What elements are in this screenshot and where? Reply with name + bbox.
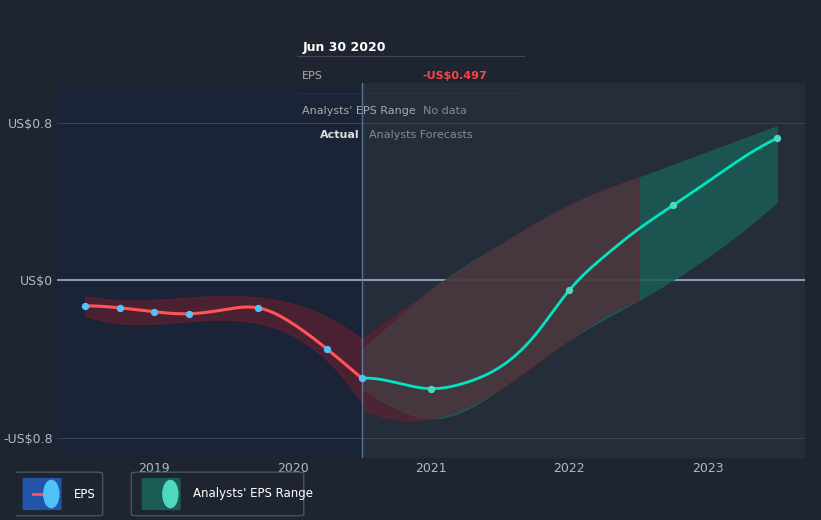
FancyBboxPatch shape xyxy=(141,478,181,510)
Point xyxy=(182,309,195,318)
Text: Analysts Forecasts: Analysts Forecasts xyxy=(369,131,472,140)
Text: Actual: Actual xyxy=(319,131,359,140)
FancyBboxPatch shape xyxy=(23,478,62,510)
Point xyxy=(770,134,783,142)
Text: Analysts' EPS Range: Analysts' EPS Range xyxy=(302,106,416,115)
Point xyxy=(251,304,264,312)
Text: EPS: EPS xyxy=(302,71,323,81)
FancyBboxPatch shape xyxy=(131,472,304,516)
Point xyxy=(355,374,369,382)
Point xyxy=(321,345,334,354)
FancyBboxPatch shape xyxy=(12,472,103,516)
Text: EPS: EPS xyxy=(74,488,95,500)
Point xyxy=(667,201,680,210)
Point xyxy=(148,308,161,316)
Point xyxy=(113,304,126,312)
Point xyxy=(424,384,438,393)
Text: No data: No data xyxy=(423,106,466,115)
Point xyxy=(563,286,576,294)
Bar xyxy=(57,83,362,458)
Ellipse shape xyxy=(163,479,179,509)
Text: Jun 30 2020: Jun 30 2020 xyxy=(302,41,386,54)
Text: Analysts' EPS Range: Analysts' EPS Range xyxy=(193,488,313,500)
Text: -US$0.497: -US$0.497 xyxy=(423,71,488,81)
Point xyxy=(79,302,92,310)
Ellipse shape xyxy=(44,479,60,509)
